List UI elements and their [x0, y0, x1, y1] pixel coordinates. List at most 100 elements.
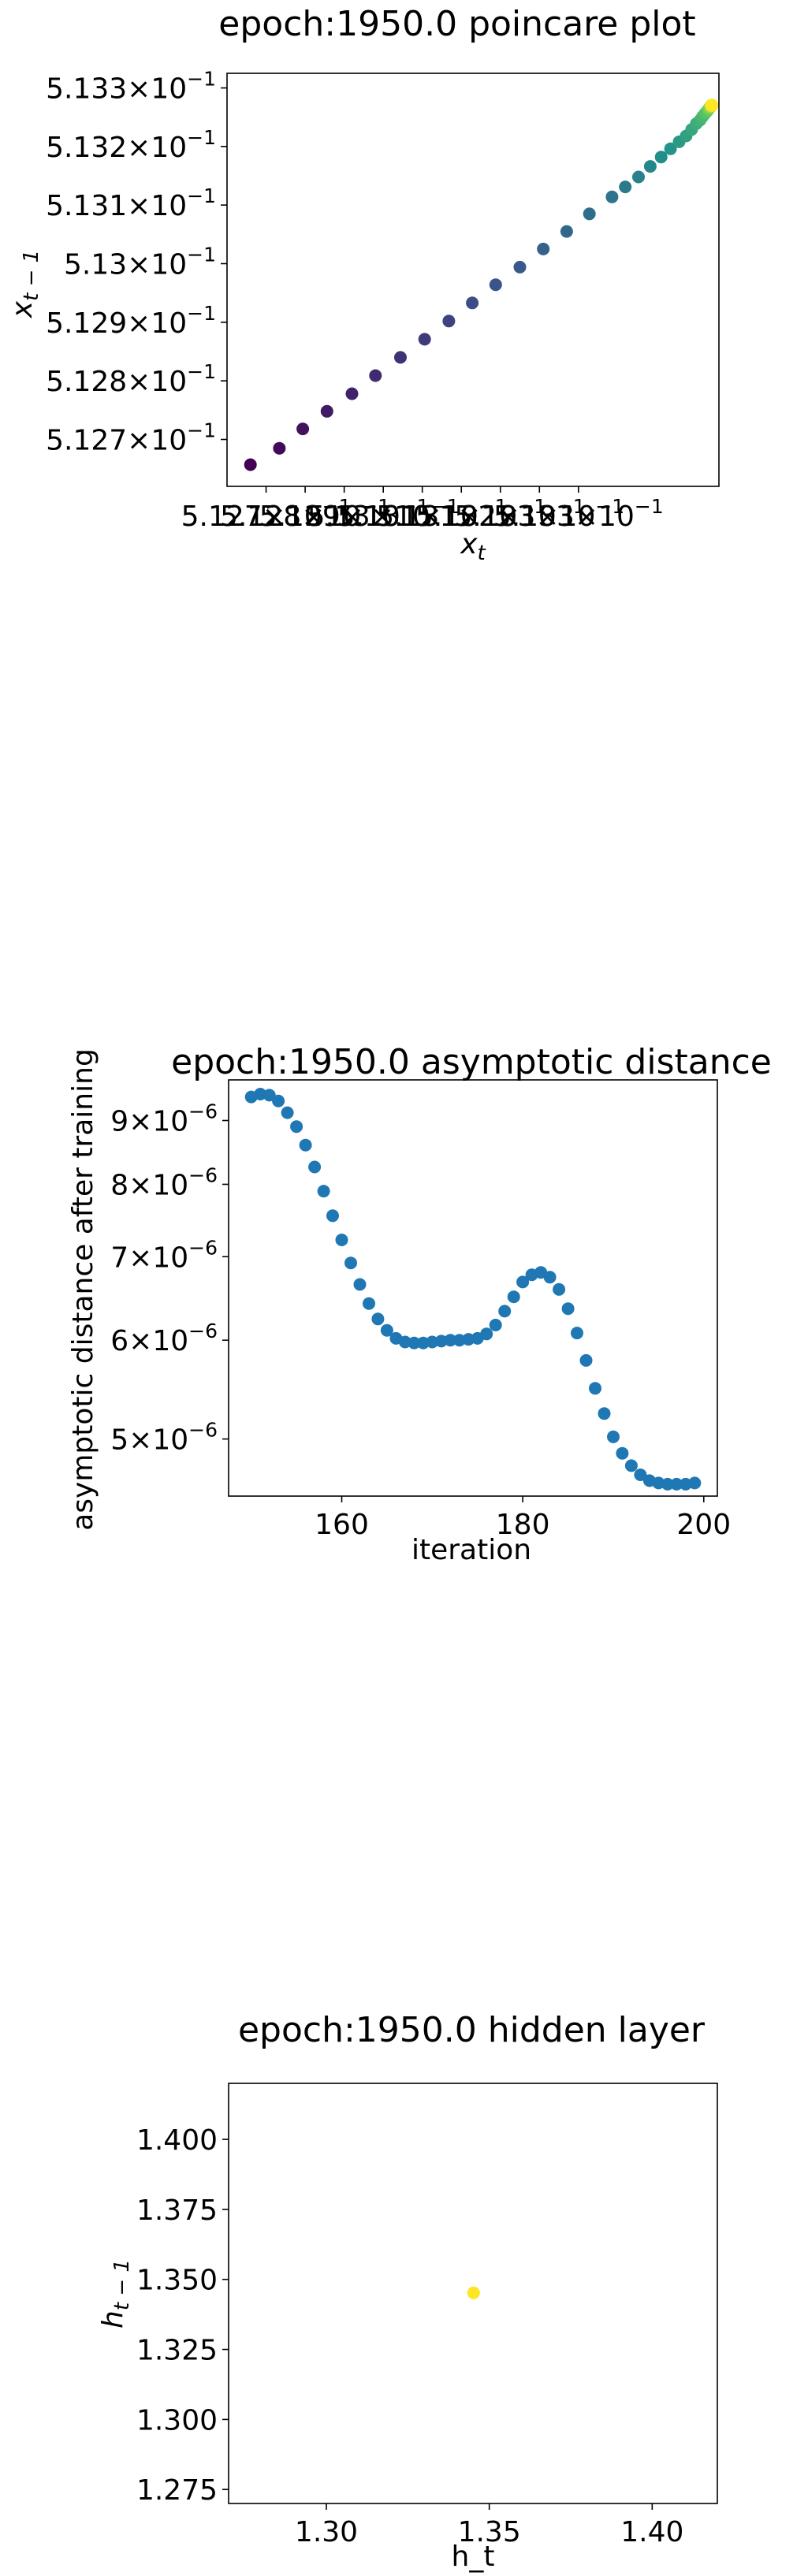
poincare-point — [619, 181, 632, 194]
hidden-x-axis-label: h_t — [452, 2541, 495, 2573]
distance-point — [561, 1302, 575, 1316]
hidden-y-tick-label: 1.325 — [136, 2335, 218, 2367]
distance-point — [408, 1336, 421, 1349]
hidden-x-tick-label: 1.35 — [458, 2516, 521, 2548]
hidden-y-axis-label: ht − 1 — [97, 2259, 134, 2328]
distance-point — [579, 1353, 593, 1367]
hidden-x-tick-label: 1.40 — [620, 2516, 683, 2548]
chart_data.0.x_ticks-tick-label: 5.131×10−1 — [376, 495, 546, 533]
hidden-layer-point — [467, 2286, 480, 2299]
distance-point — [363, 1297, 375, 1310]
poincare-point — [632, 170, 645, 184]
poincare-point — [489, 278, 502, 292]
distance-point — [272, 1094, 285, 1107]
distance-point — [498, 1305, 512, 1318]
poincare-points — [244, 99, 719, 471]
distance-point — [688, 1476, 702, 1490]
poincare-point — [664, 142, 677, 155]
distance-point — [426, 1335, 439, 1349]
chart_data.1.y_ticks-tick-label: 5×10−6 — [110, 1419, 218, 1457]
poincare-point — [418, 333, 431, 346]
distance-point — [281, 1106, 294, 1119]
distance-point — [670, 1477, 683, 1491]
distance-point — [589, 1382, 601, 1395]
distance-point — [299, 1138, 312, 1152]
poincare-plot: epoch:1950.0 poincare plot 5.127×10−1 5.1… — [6, 4, 720, 565]
poincare-point — [513, 260, 527, 274]
poincare-plot-title: epoch:1950.0 poincare plot — [218, 4, 695, 44]
chart_data.1.y_ticks-tick-label: 7×10−6 — [110, 1236, 218, 1274]
poincare-point — [320, 404, 333, 418]
distance-point — [516, 1275, 530, 1289]
poincare-point — [394, 351, 407, 364]
distance-point — [290, 1120, 303, 1134]
distance-point — [480, 1327, 493, 1341]
distance-point — [353, 1278, 367, 1291]
distance-point — [607, 1430, 620, 1443]
poincare-point — [706, 99, 719, 112]
hidden-y-tick-label: 1.300 — [136, 2404, 218, 2436]
poincare-point — [244, 458, 257, 471]
distance-point — [661, 1477, 674, 1491]
poincare-point — [583, 207, 596, 221]
poincare-point — [560, 225, 573, 238]
asymptotic-distance-frame — [228, 1079, 718, 1497]
distance-point — [571, 1327, 583, 1340]
distance-point — [263, 1089, 276, 1102]
distance-point — [444, 1334, 457, 1347]
hidden-layer-frame — [228, 2083, 718, 2504]
distance-point — [326, 1209, 339, 1223]
poincare-point — [442, 315, 456, 328]
distance-point — [543, 1271, 557, 1284]
chart_data.0.y_ticks-tick-label: 5.129×10−1 — [46, 302, 216, 340]
distance-point — [317, 1185, 330, 1198]
poincare-point — [643, 160, 657, 173]
asymptotic-x-tick-label: 180 — [496, 1509, 550, 1541]
hidden-layer-points — [467, 2286, 480, 2299]
distance-point — [598, 1407, 611, 1420]
poincare-x-ticks: 5.127×10−15.128×10−15.129×10−15.13×10−15… — [181, 486, 664, 533]
distance-point — [616, 1446, 629, 1460]
asymptotic-distance-plot: epoch:1950.0 asymptotic distance 160 180 2… — [67, 1042, 772, 1566]
distance-point — [335, 1234, 348, 1246]
chart_data.1.y_ticks-tick-label: 6×10−6 — [110, 1320, 218, 1357]
distance-point — [344, 1256, 357, 1270]
poincare-point — [537, 242, 550, 255]
asymptotic-distance-title: epoch:1950.0 asymptotic distance — [171, 1042, 772, 1082]
asymptotic-x-ticks: 160 180 200 — [315, 1496, 731, 1541]
asymptotic-y-axis-label: asymptotic distance after training — [67, 1048, 99, 1531]
poincare-point — [654, 151, 668, 164]
distance-point — [371, 1312, 385, 1326]
poincare-y-ticks: 5.127×10−1 5.128×10−1 5.129×10−1 5.13×10−1 5… — [46, 68, 227, 457]
chart_data.0.y_ticks-tick-label: 5.128×10−1 — [46, 360, 216, 398]
hidden-y-tick-label: 1.400 — [136, 2124, 218, 2157]
distance-point — [380, 1323, 393, 1337]
chart_data.0.y_ticks-tick-label: 5.132×10−1 — [46, 126, 216, 164]
asymptotic-distance-points — [244, 1088, 702, 1491]
chart_data.0.y_ticks-tick-label: 5.13×10−1 — [64, 243, 216, 281]
chart_data.1.y_ticks-tick-label: 9×10−6 — [110, 1100, 218, 1137]
distance-point — [507, 1290, 520, 1304]
chart_data.0.y_ticks-tick-label: 5.133×10−1 — [46, 68, 216, 106]
distance-point — [452, 1334, 466, 1347]
asymptotic-x-tick-label: 200 — [676, 1509, 731, 1541]
chart_data.0.y_ticks-tick-label: 5.131×10−1 — [46, 184, 216, 222]
asymptotic-x-axis-label: iteration — [411, 1534, 531, 1566]
hidden-y-tick-label: 1.350 — [136, 2265, 218, 2297]
poincare-point — [466, 296, 479, 310]
hidden-layer-plot: epoch:1950.0 hidden layer 1.30 1.35 1.40 1… — [97, 2010, 718, 2573]
poincare-plot-frame — [226, 73, 720, 487]
hidden-y-tick-label: 1.275 — [136, 2474, 218, 2507]
poincare-point — [345, 387, 359, 400]
poincare-point — [605, 190, 619, 203]
hidden-x-tick-label: 1.30 — [295, 2516, 358, 2548]
hidden-y-ticks: 1.275 1.300 1.325 1.350 1.375 1.400 — [136, 2124, 229, 2507]
distance-point — [434, 1335, 448, 1348]
distance-point — [634, 1469, 647, 1481]
hidden-x-ticks: 1.30 1.35 1.40 — [295, 2503, 683, 2548]
hidden-layer-title: epoch:1950.0 hidden layer — [238, 2010, 706, 2050]
asymptotic-x-tick-label: 160 — [315, 1509, 369, 1541]
asymptotic-y-ticks: 5×10−6 6×10−6 7×10−6 8×10−6 9×10−6 — [110, 1100, 229, 1457]
chart_data.0.x_ticks-tick-label: 5.133×10−1 — [493, 495, 664, 533]
